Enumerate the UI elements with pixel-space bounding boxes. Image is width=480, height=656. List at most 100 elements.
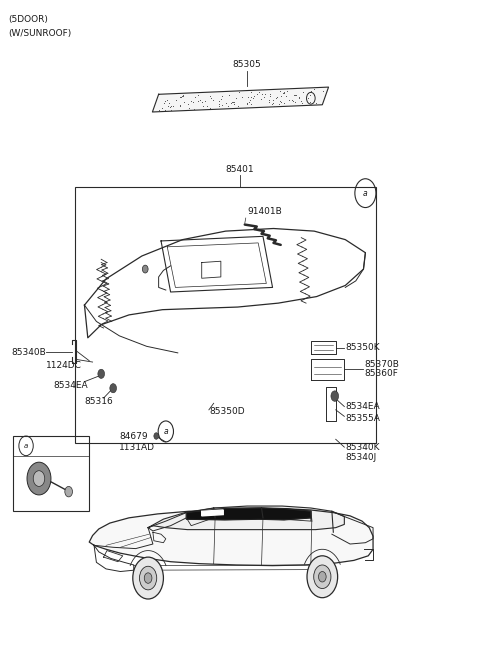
Point bbox=[311, 90, 318, 100]
Point bbox=[192, 92, 199, 103]
Point bbox=[257, 94, 265, 104]
Point bbox=[306, 96, 314, 107]
Point bbox=[260, 92, 268, 102]
Circle shape bbox=[110, 384, 117, 393]
Text: a: a bbox=[363, 189, 368, 197]
Point bbox=[247, 92, 254, 103]
Point bbox=[230, 96, 238, 107]
Point bbox=[217, 94, 225, 104]
Point bbox=[270, 100, 277, 111]
Circle shape bbox=[133, 557, 163, 599]
Point bbox=[166, 102, 174, 112]
Point bbox=[251, 91, 258, 101]
Point bbox=[184, 99, 192, 110]
Point bbox=[300, 87, 307, 97]
Point bbox=[165, 101, 172, 112]
Text: a: a bbox=[164, 427, 168, 436]
Text: 1131AD: 1131AD bbox=[120, 443, 156, 451]
Point bbox=[198, 96, 206, 107]
Point bbox=[190, 104, 198, 114]
Text: 85370B: 85370B bbox=[364, 359, 399, 369]
Point bbox=[199, 100, 207, 111]
Circle shape bbox=[319, 571, 326, 582]
Text: 85340B: 85340B bbox=[11, 348, 46, 357]
Text: 85350D: 85350D bbox=[209, 407, 244, 417]
Point bbox=[226, 90, 233, 100]
Point bbox=[269, 98, 277, 108]
Point bbox=[227, 98, 235, 108]
Point bbox=[163, 94, 170, 105]
Point bbox=[296, 92, 303, 102]
Circle shape bbox=[143, 265, 148, 273]
Point bbox=[196, 94, 204, 105]
Point bbox=[198, 96, 206, 107]
Point bbox=[180, 97, 188, 108]
Point bbox=[247, 87, 255, 98]
Bar bbox=[12, 436, 89, 511]
Point bbox=[169, 100, 177, 111]
Point bbox=[176, 101, 184, 112]
Point bbox=[247, 94, 254, 105]
Point bbox=[275, 99, 283, 110]
Circle shape bbox=[65, 486, 72, 497]
Circle shape bbox=[154, 433, 158, 440]
Point bbox=[216, 100, 223, 111]
Point bbox=[244, 92, 252, 103]
Point bbox=[203, 101, 211, 112]
Circle shape bbox=[331, 391, 338, 401]
Point bbox=[194, 91, 202, 101]
Point bbox=[245, 96, 253, 107]
Point bbox=[228, 97, 236, 108]
Point bbox=[312, 98, 320, 108]
Point bbox=[218, 91, 226, 102]
Point bbox=[155, 105, 163, 115]
Point bbox=[280, 98, 288, 108]
Point bbox=[206, 91, 214, 101]
Point bbox=[247, 98, 255, 109]
Point bbox=[277, 96, 285, 107]
Point bbox=[185, 102, 192, 113]
Point bbox=[292, 89, 300, 100]
Point bbox=[273, 92, 280, 102]
Point bbox=[161, 96, 169, 106]
Point bbox=[160, 98, 168, 108]
Point bbox=[168, 105, 175, 115]
Point bbox=[276, 86, 284, 96]
Point bbox=[235, 87, 242, 98]
Text: (5DOOR): (5DOOR) bbox=[8, 15, 48, 24]
Point bbox=[228, 96, 236, 107]
Text: (W/SUNROOF): (W/SUNROOF) bbox=[8, 30, 71, 39]
Point bbox=[273, 92, 281, 102]
Point bbox=[201, 96, 209, 106]
Polygon shape bbox=[153, 87, 328, 112]
Point bbox=[178, 92, 185, 102]
Point bbox=[179, 91, 186, 102]
Point bbox=[297, 96, 305, 106]
Text: 85360F: 85360F bbox=[364, 369, 398, 379]
Point bbox=[224, 101, 231, 112]
Point bbox=[273, 93, 280, 104]
Point bbox=[269, 98, 276, 109]
Text: 85305: 85305 bbox=[233, 60, 262, 70]
Point bbox=[179, 90, 186, 100]
Point bbox=[176, 100, 184, 110]
Point bbox=[176, 92, 184, 102]
Polygon shape bbox=[89, 508, 373, 565]
Point bbox=[306, 87, 313, 98]
Text: 91401B: 91401B bbox=[247, 207, 282, 216]
Point bbox=[177, 92, 185, 102]
Text: 85316: 85316 bbox=[84, 397, 113, 406]
Point bbox=[306, 90, 313, 100]
Point bbox=[269, 95, 276, 106]
Point bbox=[207, 92, 215, 103]
Point bbox=[180, 91, 187, 101]
Point bbox=[304, 88, 312, 98]
Circle shape bbox=[307, 556, 337, 598]
Circle shape bbox=[140, 566, 157, 590]
Point bbox=[266, 91, 274, 102]
Text: 1124DC: 1124DC bbox=[46, 361, 82, 370]
Point bbox=[289, 96, 297, 107]
Bar bbox=[75, 187, 376, 443]
Point bbox=[295, 93, 303, 104]
Point bbox=[319, 85, 327, 96]
